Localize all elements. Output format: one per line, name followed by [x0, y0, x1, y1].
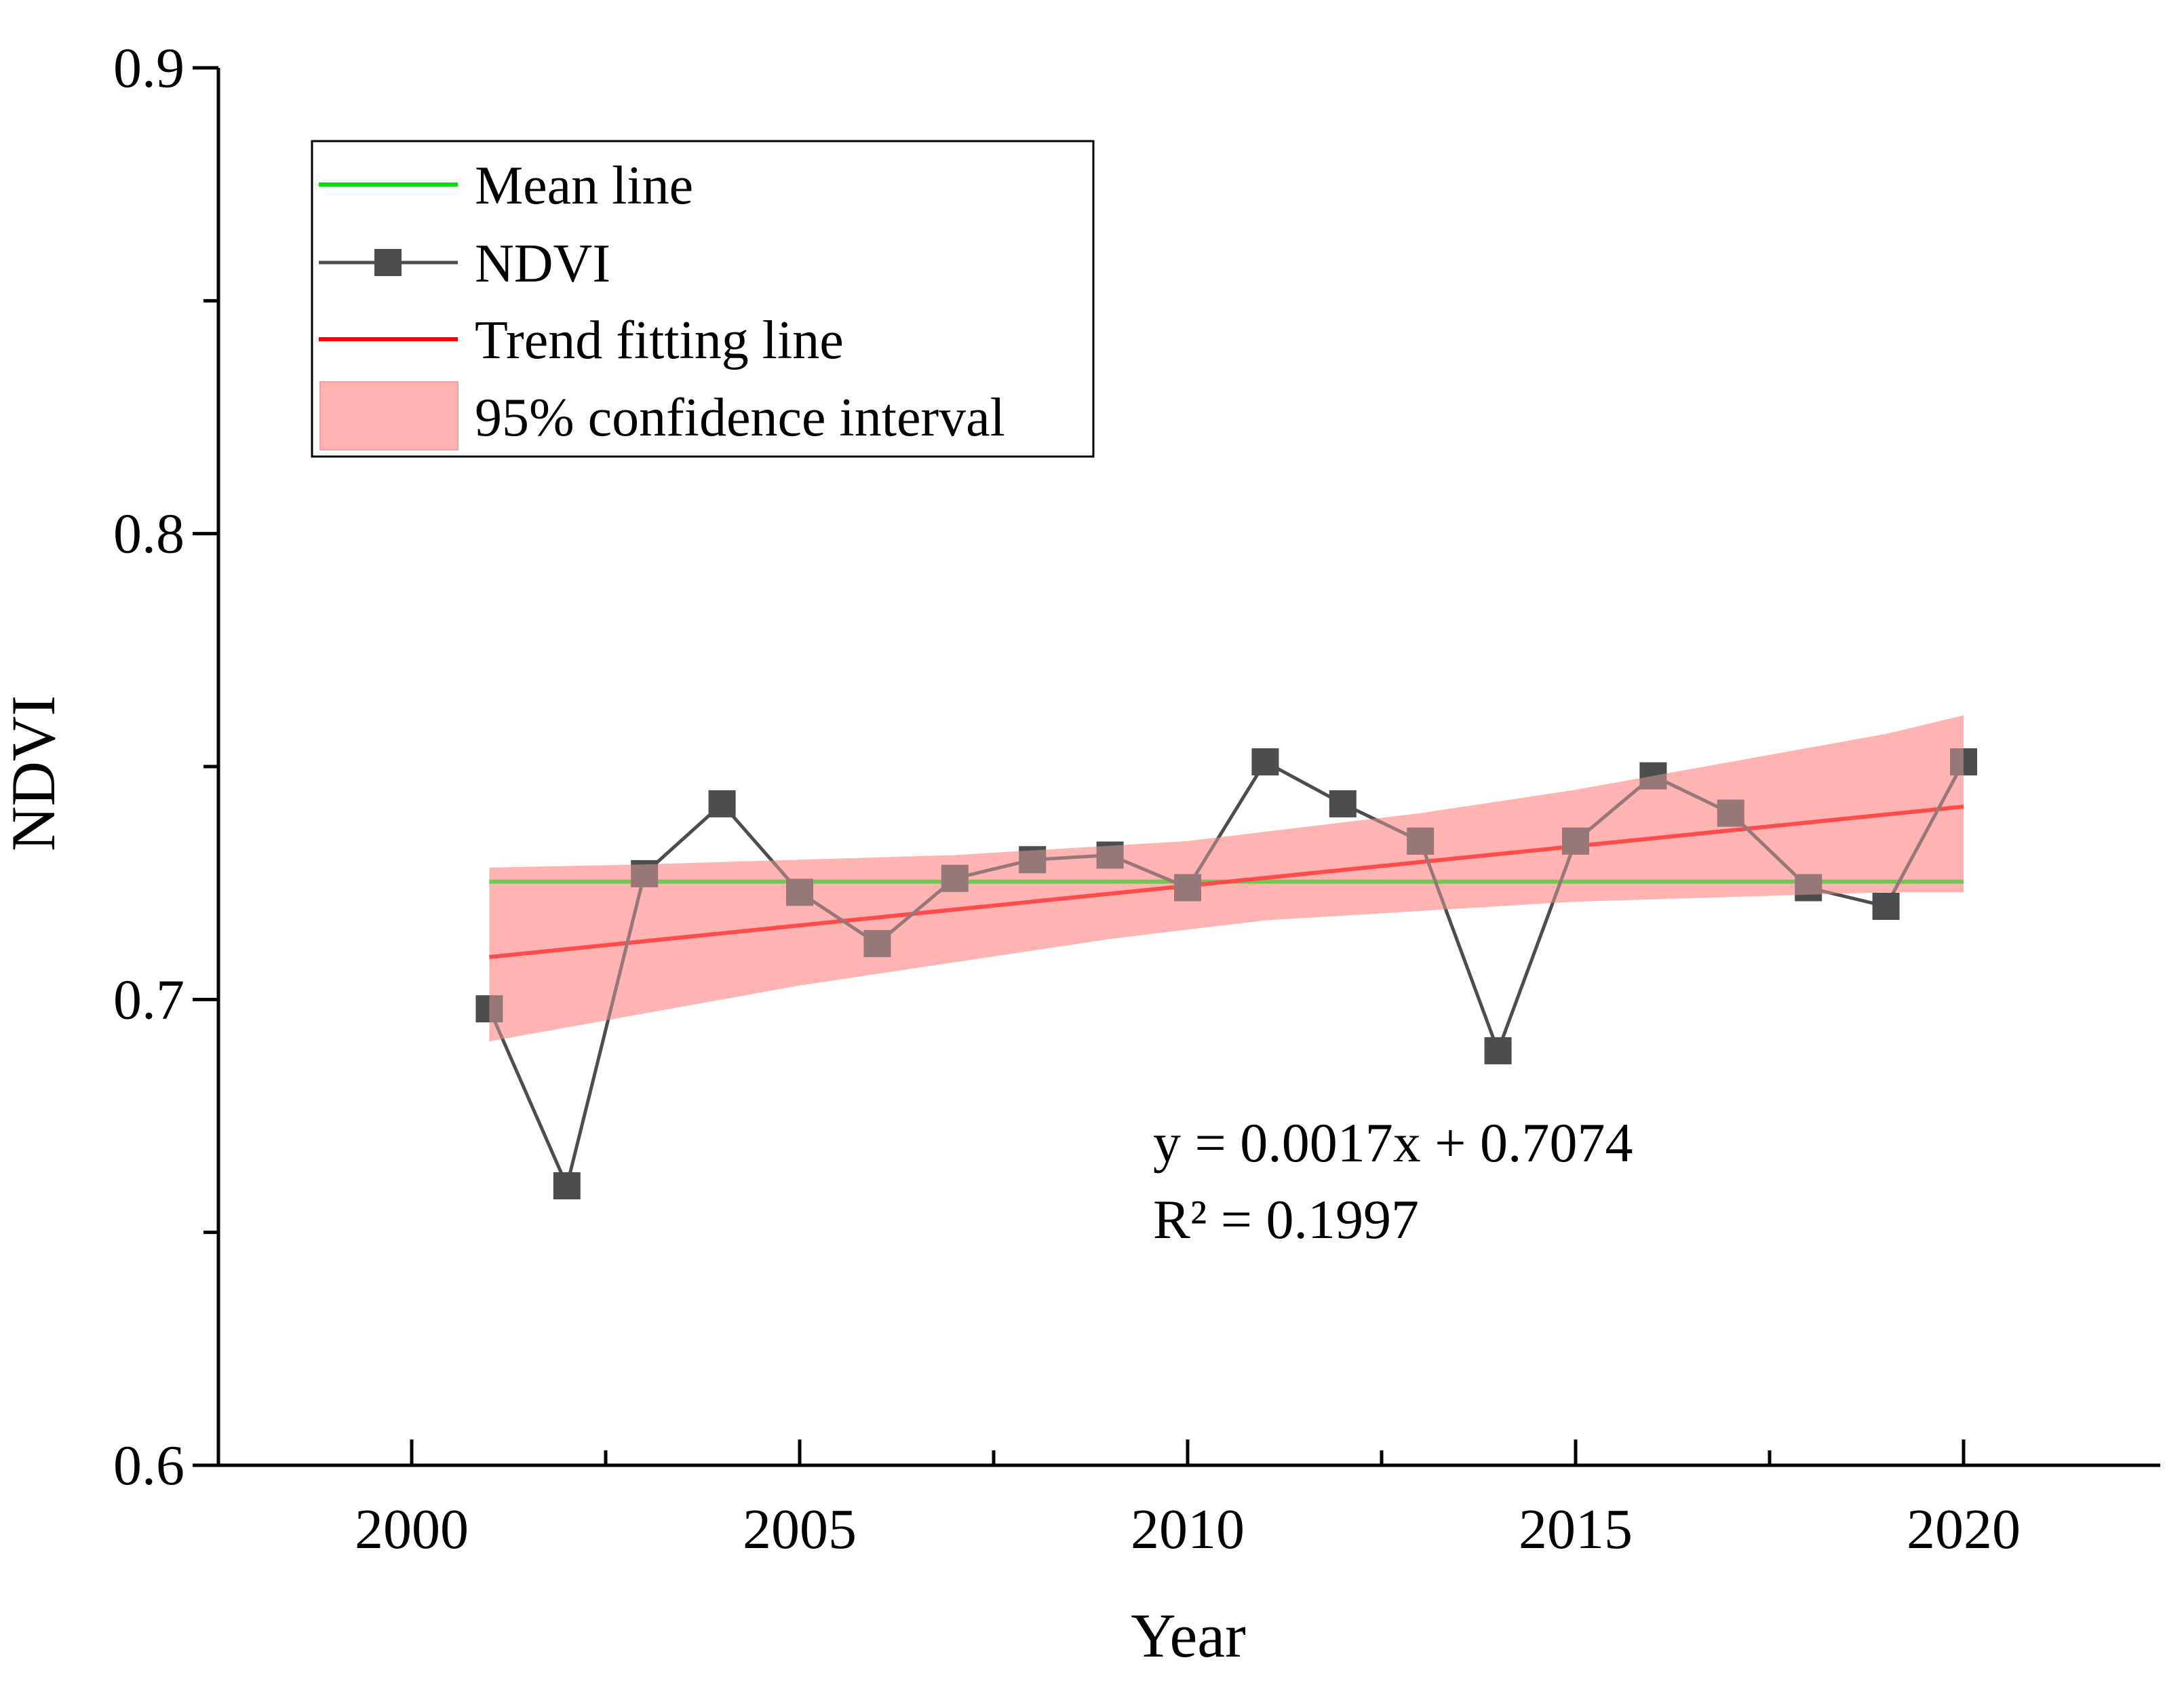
legend: Mean line NDVI Trend fitting line 95% co… — [311, 140, 1095, 458]
x-tick-label: 2010 — [1131, 1498, 1245, 1561]
trend-fitting-line — [489, 805, 1964, 959]
ndvi-point-2008 — [1019, 846, 1047, 874]
ndvi-point-2005 — [786, 878, 813, 906]
x-tick-label: 2005 — [743, 1498, 857, 1561]
x-tick-label: 2015 — [1519, 1498, 1633, 1561]
ndvi-point-2012 — [1329, 790, 1357, 817]
ndvi-point-2017 — [1717, 799, 1744, 827]
ndvi-point-2011 — [1251, 748, 1279, 776]
ndvi-point-2015 — [1562, 827, 1589, 855]
confidence-band-overlay — [489, 715, 1964, 1042]
y-axis-title: NDVI — [0, 695, 68, 851]
legend-label-ci: 95% confidence interval — [475, 388, 1005, 448]
r-squared: R² = 0.1997 — [1153, 1189, 1419, 1250]
ndvi-point-2016 — [1639, 762, 1667, 790]
ndvi-point-2002 — [553, 1172, 581, 1199]
ndvi-point-2003 — [631, 859, 659, 887]
y-tick-label: 0.9 — [113, 37, 184, 100]
legend-label-trend: Trend fitting line — [475, 311, 844, 370]
ndvi-point-2020 — [1950, 748, 1977, 776]
y-tick-label: 0.7 — [113, 968, 184, 1031]
y-tick-label: 0.8 — [113, 503, 184, 566]
ticks: 0.6 0.7 0.8 0.9 2000 2005 2010 2015 2020 — [113, 37, 2021, 1561]
ndvi-point-2014 — [1484, 1037, 1512, 1064]
legend-ndvi-marker — [374, 249, 402, 276]
x-axis-title: Year — [1131, 1601, 1246, 1670]
y-tick-label: 0.6 — [113, 1434, 184, 1497]
ndvi-point-2019 — [1872, 893, 1900, 920]
confidence-interval-layer — [489, 715, 1964, 1042]
ndvi-point-2018 — [1795, 874, 1822, 902]
confidence-band — [489, 715, 1964, 1042]
ndvi-point-2007 — [941, 864, 969, 892]
x-tick-label: 2020 — [1907, 1498, 2021, 1561]
ndvi-point-2006 — [863, 929, 891, 957]
legend-ci-swatch — [319, 381, 459, 450]
legend-label-mean: Mean line — [475, 156, 693, 216]
ndvi-point-2013 — [1407, 827, 1435, 855]
ndvi-series-layer — [475, 715, 1977, 1199]
ndvi-point-2004 — [708, 790, 736, 817]
regression-equation: y = 0.0017x + 0.7074 — [1153, 1112, 1633, 1174]
ndvi-point-2010 — [1174, 874, 1201, 902]
ndvi-point-2009 — [1096, 841, 1124, 869]
ndvi-point-2001 — [475, 995, 503, 1023]
x-tick-label: 2000 — [355, 1498, 469, 1561]
trend-line-layer — [489, 805, 1964, 959]
legend-label-ndvi: NDVI — [475, 234, 610, 294]
